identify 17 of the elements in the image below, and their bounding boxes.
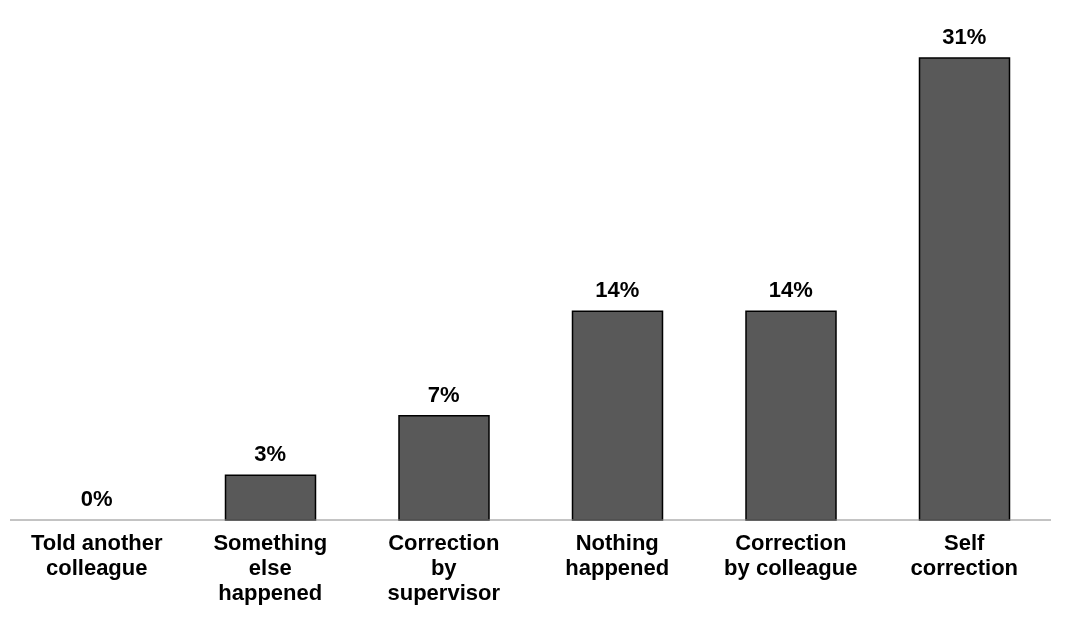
- data-label: 3%: [254, 441, 287, 467]
- bar: [571, 310, 664, 521]
- x-tick-label: Told another colleague: [30, 530, 163, 580]
- x-tick-label: Correction by supervisor: [387, 530, 501, 605]
- bar: [224, 474, 317, 521]
- bar: [745, 310, 837, 521]
- x-tick-label: Nothing happened: [565, 530, 670, 580]
- bar: [398, 414, 490, 521]
- data-label: 14%: [595, 277, 640, 303]
- data-label: 0%: [80, 486, 113, 511]
- data-label: 31%: [942, 24, 987, 49]
- x-tick-label: Correction by colleague: [724, 530, 858, 580]
- x-tick-label: Self correction: [910, 530, 1019, 580]
- data-label: 7%: [427, 381, 460, 407]
- data-label: 14%: [768, 277, 813, 303]
- bar: [918, 57, 1011, 521]
- x-tick-label: Something else happened: [213, 530, 328, 605]
